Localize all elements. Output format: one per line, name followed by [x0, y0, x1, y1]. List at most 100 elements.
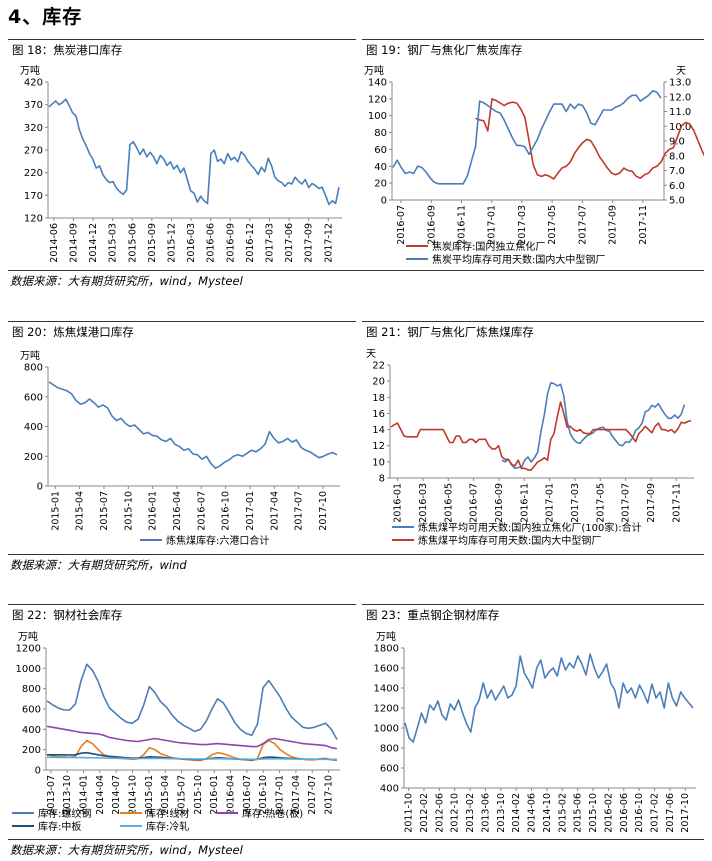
fig19-y-tick-label: 140 [368, 78, 387, 89]
fig22-x-tick-label: 2016-01 [209, 775, 220, 815]
figure-18-title: 图 18：焦炭港口库存 [12, 43, 123, 57]
fig18-y-tick-label: 370 [24, 100, 43, 111]
fig22-y-tick-label: 400 [22, 725, 41, 736]
fig18-y-tick-label: 420 [24, 78, 43, 89]
fig22-legend-label-4: 库存:冷轧 [146, 820, 189, 833]
fig19-x-tick-label: 2017-05 [547, 205, 558, 245]
figure-19-title: 图 19：钢厂与焦化厂焦炭库存 [366, 43, 523, 57]
fig22-unit-label: 万吨 [18, 630, 38, 643]
fig22-series-0-line [46, 663, 338, 740]
fig20-x-tick-label: 2015-07 [99, 491, 110, 531]
fig21-unit-label: 天 [366, 349, 376, 360]
fig19-unit-label-right: 天 [676, 66, 686, 77]
fig21-y-tick-label: 18 [372, 393, 385, 404]
fig22-x-tick-label: 2015-04 [160, 775, 171, 815]
fig23-y-tick-label: 1200 [374, 704, 399, 715]
fig22-x-tick-label: 2016-04 [226, 775, 237, 815]
fig21-legend-label-1: 炼焦煤平均库存可用天数:国内大中型钢厂 [418, 534, 601, 547]
fig19-y-tick-label: 40 [374, 162, 387, 173]
fig21-legend-label-0: 炼焦煤平均可用天数:国内独立焦化厂(100家):合计 [418, 521, 642, 534]
fig22-x-tick-label: 2013-10 [62, 775, 73, 815]
figure-22-top-rule [8, 604, 356, 605]
fig22-x-tick-label: 2016-10 [258, 775, 269, 815]
fig21-x-tick-label: 2017-11 [671, 483, 682, 523]
fig19-y-tick-label: 100 [368, 111, 387, 122]
fig19-x-tick-label: 2017-09 [608, 205, 619, 245]
fig23-x-tick-label: 2017-02 [650, 793, 661, 833]
fig22-x-tick-label: 2014-04 [95, 775, 106, 815]
fig21-x-tick-label: 2016-09 [494, 483, 505, 523]
fig18-x-tick-label: 2017-06 [284, 223, 295, 263]
fig21-y-tick-label: 16 [372, 409, 385, 420]
fig23-x-tick-label: 2014-06 [527, 793, 538, 833]
fig23-x-tick-label: 2015-10 [588, 793, 599, 833]
fig19-y2-tick-label: 8.0 [669, 151, 685, 162]
fig23-x-tick-label: 2012-10 [450, 793, 461, 833]
fig22-x-tick-label: 2015-07 [177, 775, 188, 815]
fig23-y-tick-label: 1000 [374, 724, 399, 735]
fig22-y-tick-label: 200 [22, 745, 41, 756]
fig18-x-tick-label: 2016-03 [186, 223, 197, 263]
fig22-x-tick-label: 2016-07 [242, 775, 253, 815]
fig22-x-tick-label: 2017-10 [324, 775, 335, 815]
fig19-y2-tick-label: 5.0 [669, 196, 685, 207]
section-title: 4、库存 [8, 6, 83, 28]
row-1-bottom-rule [8, 270, 704, 271]
fig21-x-tick-label: 2017-05 [595, 483, 606, 523]
row-3-bottom-rule [8, 839, 704, 840]
fig23-x-tick-label: 2012-06 [434, 793, 445, 833]
fig18-x-tick-label: 2014-06 [49, 223, 60, 263]
source-note-row-1: 数据来源：大有期货研究所，wind，Mysteel [10, 274, 243, 288]
figure-18-top-rule [8, 39, 356, 40]
fig18-y-tick-label: 320 [24, 123, 43, 134]
fig21-y-tick-label: 12 [372, 441, 385, 452]
fig22-x-tick-label: 2017-04 [291, 775, 302, 815]
figure-20-chart: 万吨 0 200 400 600 800 2015-01 2015-04 2015-07 2015… [20, 349, 340, 547]
fig19-x-tick-label: 2017-07 [577, 205, 588, 245]
fig21-x-tick-label: 2016-05 [443, 483, 454, 523]
fig20-x-tick-label: 2017-07 [294, 491, 305, 531]
figure-21-title: 图 21：钢厂与焦化厂炼焦煤库存 [366, 325, 534, 339]
fig23-x-tick-label: 2015-06 [573, 793, 584, 833]
fig18-x-tick-label: 2016-12 [245, 223, 256, 263]
fig20-x-tick-label: 2017-04 [269, 491, 280, 531]
figure-18-chart: 万吨 120 170 220 270 320 370 420 2014-06 2014-09 201… [20, 64, 342, 263]
fig18-unit-label: 万吨 [20, 64, 40, 77]
fig20-y-tick-label: 800 [24, 363, 43, 374]
fig23-x-tick-label: 2016-02 [603, 793, 614, 833]
fig18-y-tick-label: 170 [24, 191, 43, 202]
figure-19-chart: 万吨 天 0 20 40 60 80 100 120 140 5.0 6.0 7.0 8.0 9.0 10.0… [364, 64, 704, 266]
fig23-x-tick-label: 2017-06 [665, 793, 676, 833]
figure-20-title: 图 20：炼焦煤港口库存 [12, 325, 134, 339]
figure-23-top-rule [362, 604, 704, 605]
fig20-x-tick-label: 2015-10 [123, 491, 134, 531]
row-2-bottom-rule [8, 554, 704, 555]
fig23-x-tick-label: 2016-06 [619, 793, 630, 833]
fig18-x-tick-label: 2017-12 [323, 223, 334, 263]
fig20-x-tick-label: 2015-01 [50, 491, 61, 531]
fig19-legend-label-1: 焦炭平均库存可用天数:国内大中型钢厂 [432, 253, 605, 266]
fig21-x-tick-label: 2016-01 [393, 483, 404, 523]
fig19-y-tick-label: 120 [368, 94, 387, 105]
fig22-legend-label-3: 库存:中板 [38, 820, 81, 833]
fig20-x-tick-label: 2015-04 [75, 491, 86, 531]
fig19-y2-tick-label: 9.0 [669, 137, 685, 148]
fig18-x-tick-label: 2017-03 [264, 223, 275, 263]
fig20-x-tick-label: 2017-10 [318, 491, 329, 531]
figure-21-top-rule [362, 321, 704, 322]
fig22-series-2-line [46, 725, 338, 750]
fig22-x-tick-label: 2015-10 [193, 775, 204, 815]
fig22-x-tick-label: 2013-07 [46, 775, 57, 815]
fig22-y-tick-label: 1200 [16, 644, 41, 655]
fig19-x-tick-label: 2017-01 [487, 205, 498, 245]
fig23-y-tick-label: 1400 [374, 684, 399, 695]
fig21-y-tick-label: 10 [372, 457, 385, 468]
fig20-y-tick-label: 0 [37, 482, 43, 493]
fig20-x-tick-label: 2016-10 [221, 491, 232, 531]
fig19-x-tick-label: 2017-11 [638, 205, 649, 245]
fig18-y-tick-label: 220 [24, 168, 43, 179]
fig22-y-tick-label: 0 [35, 766, 41, 777]
fig18-x-tick-label: 2017-09 [304, 223, 315, 263]
fig20-y-tick-label: 600 [24, 392, 43, 403]
fig18-y-tick-label: 270 [24, 146, 43, 157]
